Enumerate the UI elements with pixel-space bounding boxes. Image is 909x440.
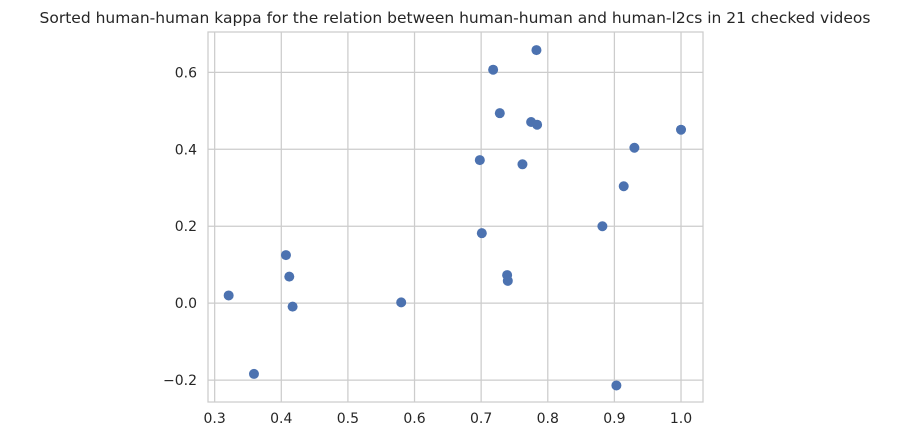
x-tick-label: 0.6 (403, 411, 425, 427)
x-tick-label: 0.4 (270, 411, 292, 427)
grid-lines (208, 32, 703, 402)
data-point (597, 221, 608, 232)
data-point (611, 380, 622, 391)
x-tick-label: 0.7 (470, 411, 492, 427)
data-point (517, 159, 528, 170)
data-point (476, 228, 487, 239)
x-tick-label: 0.9 (603, 411, 625, 427)
x-tick-label: 0.8 (537, 411, 559, 427)
data-point (223, 290, 234, 301)
data-point (629, 142, 640, 153)
y-tick-label: 0.4 (175, 142, 197, 158)
data-point (502, 275, 513, 286)
x-tick-label: 0.5 (337, 411, 359, 427)
data-point (280, 250, 291, 261)
data-points (223, 45, 687, 391)
data-point (531, 45, 542, 56)
data-point (474, 155, 485, 166)
data-point (284, 271, 295, 282)
data-point (396, 297, 407, 308)
data-point (248, 368, 259, 379)
x-tick-label: 1.0 (670, 411, 692, 427)
y-tick-label: 0.2 (175, 219, 197, 235)
data-point (494, 108, 505, 119)
data-point (532, 119, 543, 130)
data-point (488, 64, 499, 75)
plot-frame (207, 31, 704, 403)
y-tick-label: −0.2 (163, 373, 197, 389)
data-point (287, 301, 298, 312)
data-point (618, 181, 629, 192)
y-tick-label: 0.0 (175, 296, 197, 312)
data-point (676, 124, 687, 135)
y-tick-label: 0.6 (175, 65, 197, 81)
x-tick-label: 0.3 (204, 411, 226, 427)
tick-labels: 0.3 0.4 0.5 0.6 0.7 0.8 0.9 1.0 −0.2 0.0 0.2 0.4 0.6 (163, 65, 692, 427)
chart-title: Sorted human-human kappa for the relatio… (40, 9, 871, 27)
